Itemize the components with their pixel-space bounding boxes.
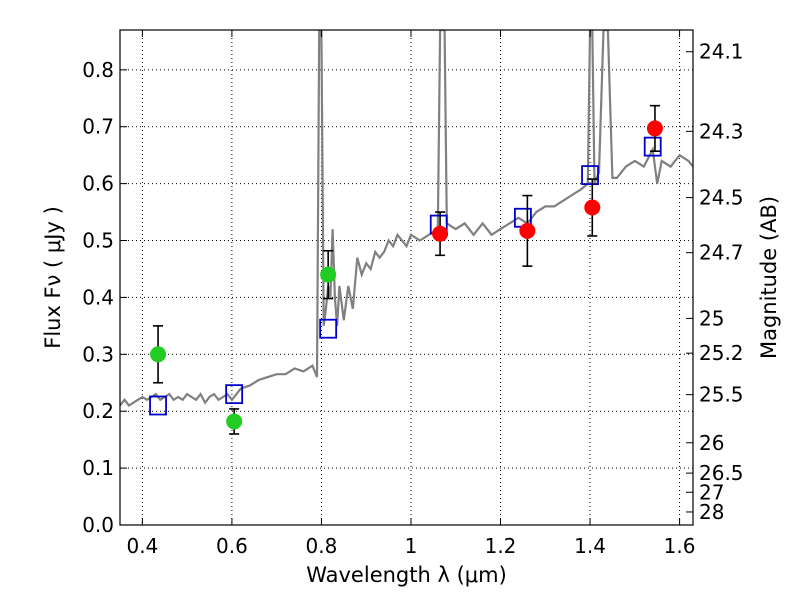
mag-tick-label: 24.5 — [699, 186, 744, 210]
y-tick-label: 0.5 — [82, 229, 114, 253]
model-photometry-point — [225, 384, 244, 405]
y-tick-label: 0.1 — [82, 456, 114, 480]
observed-point — [584, 199, 601, 216]
y-tick-label: 0.8 — [82, 58, 114, 82]
observed-point — [320, 266, 337, 283]
mag-tick-label: 24.3 — [699, 119, 744, 143]
observed-point — [432, 225, 449, 242]
y-tick-label: 0.6 — [82, 172, 114, 196]
y-tick-label: 0.0 — [82, 513, 114, 537]
x-tick-label: 1.6 — [664, 534, 696, 558]
x-tick-label: 1 — [405, 534, 418, 558]
observed-point — [226, 413, 243, 430]
y-tick-label: 0.2 — [82, 399, 114, 423]
marker-layer — [149, 104, 663, 435]
model-photometry-point — [643, 136, 662, 157]
observed-point — [150, 346, 167, 363]
x-tick-label: 0.8 — [306, 534, 338, 558]
x-tick-label: 1.2 — [485, 534, 517, 558]
spectrum-layer — [120, 30, 693, 407]
x-tick-label: 0.6 — [216, 534, 248, 558]
mag-tick-label: 24.7 — [699, 241, 744, 265]
y2-axis-label: Magnitude (AB) — [757, 196, 781, 359]
mag-tick-label: 26 — [699, 431, 724, 455]
grid-layer — [120, 30, 693, 525]
x-tick-label: 0.4 — [126, 534, 158, 558]
y-axis-label: Flux Fν ( μJy ) — [41, 206, 65, 349]
model-photometry-point — [149, 395, 167, 416]
mag-tick-label: 27 — [699, 480, 724, 504]
mag-tick-label: 25.5 — [699, 383, 744, 407]
x-tick-label: 1.4 — [574, 534, 606, 558]
spectrum-line — [120, 30, 693, 407]
model-photometry-point — [581, 165, 599, 185]
x-axis-label: Wavelength λ (μm) — [306, 563, 507, 587]
y-tick-label: 0.3 — [82, 342, 114, 366]
observed-point — [646, 120, 663, 137]
mag-tick-label: 24.1 — [699, 40, 744, 64]
mag-tick-label: 25 — [699, 306, 724, 330]
model-photometry-point — [319, 318, 338, 339]
y-tick-label: 0.4 — [82, 285, 114, 309]
mag-tick-label: 26.5 — [699, 461, 744, 485]
plot-frame — [119, 29, 694, 526]
y-tick-label: 0.7 — [82, 115, 114, 139]
mag-tick-label: 28 — [699, 500, 724, 524]
mag-tick-label: 25.2 — [699, 341, 744, 365]
observed-point — [519, 222, 536, 239]
tick-layer: 0.4 0.6 0.8 1 1.2 1.4 1.6 0.0 0.1 0.2 0.3 0.4 0.5 0.6… — [82, 30, 744, 558]
